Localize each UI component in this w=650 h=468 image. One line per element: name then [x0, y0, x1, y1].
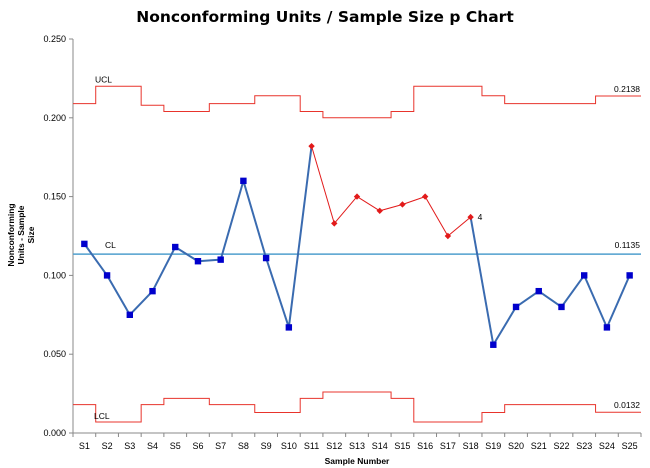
series-segment	[379, 203, 403, 212]
series-segment	[583, 274, 608, 328]
lcl-label: LCL	[94, 411, 110, 421]
lcl-line	[73, 391, 641, 423]
x-tick-label: S21	[531, 441, 547, 451]
x-tick-label: S24	[599, 441, 615, 451]
data-point	[490, 341, 497, 348]
data-point	[217, 256, 224, 263]
data-point	[81, 240, 88, 248]
series-segment	[219, 180, 245, 260]
y-tick-label: 0.050	[43, 349, 66, 359]
x-tick-label: S1	[79, 441, 90, 451]
y-tick-label: 0.000	[43, 428, 66, 438]
data-point-flagged	[444, 232, 452, 240]
series-segment	[402, 196, 426, 205]
series-segment	[333, 196, 358, 224]
data-point	[126, 311, 133, 318]
data-point-flagged	[399, 201, 406, 208]
y-tick-label: 0.100	[43, 270, 66, 280]
series-segment	[83, 243, 108, 276]
series-segment	[492, 306, 517, 346]
data-point	[172, 243, 179, 251]
x-tick-label: S18	[463, 441, 479, 451]
ucl-value-label: 0.2138	[614, 84, 640, 94]
series-segment	[469, 216, 495, 345]
x-tick-label: S11	[304, 441, 319, 451]
ucl-line	[73, 85, 641, 119]
x-tick-label: S7	[215, 441, 226, 451]
data-point	[262, 254, 270, 262]
data-point	[603, 324, 611, 331]
x-tick-label: S13	[349, 441, 365, 451]
y-tick-label: 0.150	[43, 192, 66, 202]
series-segment	[174, 246, 199, 263]
data-point-flagged	[308, 142, 315, 150]
series-segment	[356, 196, 380, 212]
data-point	[581, 272, 588, 279]
y-axis-title-line-2: Units - Sample	[16, 205, 26, 264]
x-tick-label: S6	[192, 441, 203, 451]
data-point	[535, 287, 542, 295]
series-segment	[129, 290, 154, 316]
x-tick-label: S14	[372, 441, 388, 451]
x-tick-label: S25	[622, 441, 638, 451]
series-segment	[447, 216, 471, 237]
x-axis-title: Sample Number	[325, 456, 390, 466]
x-tick-label: S17	[440, 441, 456, 451]
series-segment	[311, 146, 335, 224]
series-segment	[242, 180, 268, 259]
x-tick-label: S4	[147, 441, 158, 451]
series-segment	[265, 257, 290, 328]
data-point	[103, 272, 111, 279]
data-point-flagged	[376, 207, 383, 214]
series-segment	[106, 274, 131, 316]
x-tick-label: S10	[281, 441, 297, 451]
y-axis-title-line-3: Size	[26, 226, 36, 243]
series-segment	[515, 290, 540, 308]
data-point-flagged	[467, 213, 474, 221]
x-tick-label: S3	[124, 441, 135, 451]
lcl-value-label: 0.0132	[614, 400, 640, 410]
x-tick-label: S22	[553, 441, 569, 451]
series-segment	[424, 196, 449, 237]
flag-rule-label: 4	[478, 212, 483, 222]
y-tick-label: 0.200	[43, 113, 66, 123]
x-tick-label: S8	[238, 441, 249, 451]
series-segment	[538, 290, 563, 308]
x-tick-label: S15	[394, 441, 410, 451]
data-point-flagged	[421, 193, 429, 200]
x-tick-label: S23	[576, 441, 592, 451]
x-tick-label: S9	[261, 441, 272, 451]
data-point	[149, 287, 156, 295]
x-tick-label: S19	[485, 441, 501, 451]
x-tick-label: S2	[102, 441, 113, 451]
y-tick-label: 0.250	[43, 34, 66, 44]
x-tick-label: S20	[508, 441, 524, 451]
data-point-flagged	[331, 220, 338, 227]
series-segment	[197, 258, 221, 263]
series-segment	[606, 274, 631, 328]
data-point-flagged	[353, 193, 361, 200]
center-line-label: CL	[105, 240, 116, 250]
x-tick-label: S16	[417, 441, 433, 451]
series-segment	[287, 146, 313, 328]
center-line-value-label: 0.1135	[615, 240, 641, 250]
series-segment	[151, 246, 177, 292]
data-point	[512, 303, 520, 311]
chart-title: Nonconforming Units / Sample Size p Char…	[136, 8, 514, 26]
data-point	[285, 324, 293, 331]
y-axis-title-line-1: Nonconforming	[6, 203, 16, 266]
ucl-label: UCL	[95, 74, 112, 84]
data-point	[558, 303, 565, 311]
x-tick-label: S5	[170, 441, 181, 451]
data-point	[194, 258, 202, 265]
series-segment	[560, 274, 586, 308]
y-axis-title: Nonconforming Units - Sample Size	[6, 203, 36, 266]
x-tick-label: S12	[326, 441, 342, 451]
plot-area: 0.000 0.050 0.100 0.150 0.200 0.250 S1 S2 S3 S4 S5…	[43, 34, 642, 451]
data-point	[240, 177, 247, 185]
data-point	[626, 272, 633, 279]
